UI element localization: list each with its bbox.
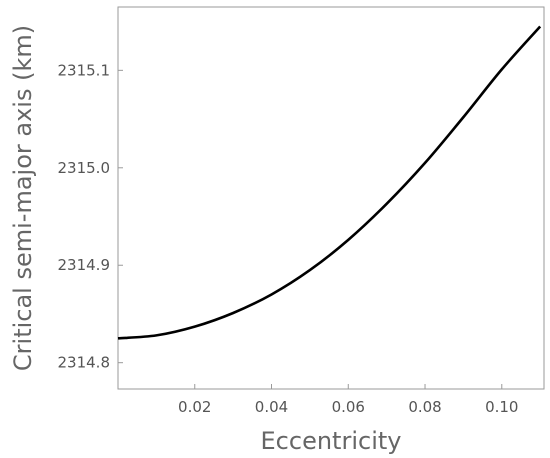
x-axis-title: Eccentricity [261,427,402,455]
x-tick-label: 0.10 [485,398,518,416]
x-tick-label: 0.06 [332,398,365,416]
x-axis-ticks: 0.02 0.04 0.06 0.08 0.10 [178,384,518,416]
y-axis-title: Critical semi-major axis (km) [9,25,37,371]
y-tick-label: 2315.1 [58,61,111,79]
x-tick-label: 0.02 [178,398,211,416]
x-tick-label: 0.08 [408,398,441,416]
y-tick-label: 2315.0 [58,159,111,177]
series-line [117,25,542,340]
y-tick-label: 2314.9 [58,256,111,274]
y-tick-label: 2314.8 [58,354,111,372]
y-axis-ticks: 2314.8 2314.9 2315.0 2315.1 [58,61,123,372]
plot-frame [117,6,545,390]
x-tick-label: 0.04 [255,398,288,416]
